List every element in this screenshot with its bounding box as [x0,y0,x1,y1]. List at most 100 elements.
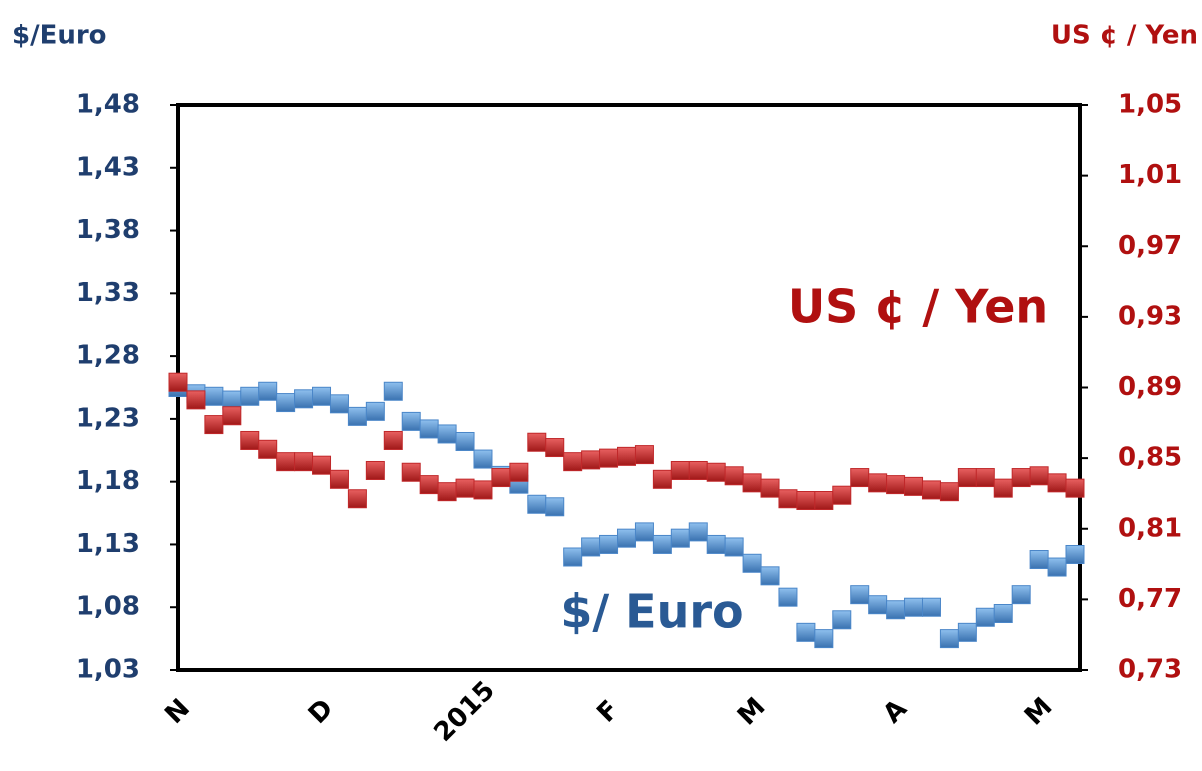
annotation: US ¢ / Yen [788,280,1048,334]
y-tick-label: 1,23 [76,403,140,433]
marker [1011,585,1031,605]
marker [473,449,493,469]
marker [706,534,726,554]
marker [886,600,906,620]
y-tick-label: 1,33 [76,278,140,308]
marker [742,473,762,493]
x-tick-label: M [1019,692,1059,732]
marker [401,462,421,482]
marker [975,468,995,488]
marker [706,462,726,482]
y2-tick-label: 0,97 [1118,231,1182,261]
marker [939,629,959,649]
marker [401,411,421,431]
marker [796,622,816,642]
marker [204,415,224,435]
marker [365,401,385,421]
marker [186,390,206,410]
marker [724,537,744,557]
y-tick-label: 1,43 [76,152,140,182]
x-tick-label: A [878,694,913,729]
marker [778,587,798,607]
marker [634,445,654,465]
marker [957,468,977,488]
marker [294,389,314,409]
marker [688,522,708,542]
marker [383,430,403,450]
y-tick-label: 1,13 [76,529,140,559]
marker [724,466,744,486]
marker [634,522,654,542]
marker [240,430,260,450]
marker [868,473,888,493]
marker [437,424,457,444]
marker [276,452,296,472]
marker [527,432,547,452]
marker [491,468,511,488]
marker [437,482,457,502]
marker [473,480,493,500]
marker [545,438,565,458]
y-tick-label: 1,28 [76,341,140,371]
y2-tick-label: 0,93 [1118,301,1182,331]
marker [832,610,852,630]
marker [993,478,1013,498]
marker [850,585,870,605]
marker [581,450,601,470]
marker [904,597,924,617]
marker [240,386,260,406]
marker [814,629,834,649]
marker [1047,557,1067,577]
marker [850,468,870,488]
y2-tick-label: 1,01 [1118,160,1182,190]
marker [886,475,906,495]
marker [258,381,278,401]
marker [939,482,959,502]
marker [222,406,242,426]
marker [1011,468,1031,488]
marker [563,547,583,567]
marker [975,607,995,627]
x-tick-label: F [591,695,625,729]
y-tick-label: 1,38 [76,215,140,245]
y-tick-label: 1,03 [76,655,140,685]
marker [617,446,636,466]
marker [365,460,385,480]
marker [329,394,349,414]
x-tick-label: D [303,693,339,729]
marker [599,534,619,554]
marker [652,469,672,489]
marker [1065,478,1085,498]
y-axis-title: $/Euro [12,21,107,51]
x-tick-label: 2015 [428,675,500,747]
x-tick-label: M [732,692,772,732]
marker [383,381,403,401]
marker [652,534,672,554]
marker [419,419,439,439]
y-tick-label: 1,18 [76,466,140,496]
marker [921,480,941,500]
marker [1047,473,1067,493]
y2-tick-label: 0,89 [1118,372,1182,402]
y2-tick-label: 0,77 [1118,584,1182,614]
y2-tick-label: 0,73 [1118,655,1182,685]
marker [347,406,367,426]
marker [957,622,977,642]
marker [455,431,475,451]
y2-tick-label: 1,05 [1118,90,1182,120]
marker [921,597,941,617]
marker [742,553,762,573]
marker [258,439,278,459]
y2-axis-title: US ¢ / Yen [1051,21,1198,51]
marker [904,476,924,496]
marker [294,452,314,472]
y2-tick-label: 0,85 [1118,443,1182,473]
marker [204,386,224,406]
marker [760,478,780,498]
marker [581,537,601,557]
y2-tick-label: 0,81 [1118,513,1182,543]
marker [509,462,529,482]
marker [419,475,439,495]
x-tick-label: N [159,693,196,730]
